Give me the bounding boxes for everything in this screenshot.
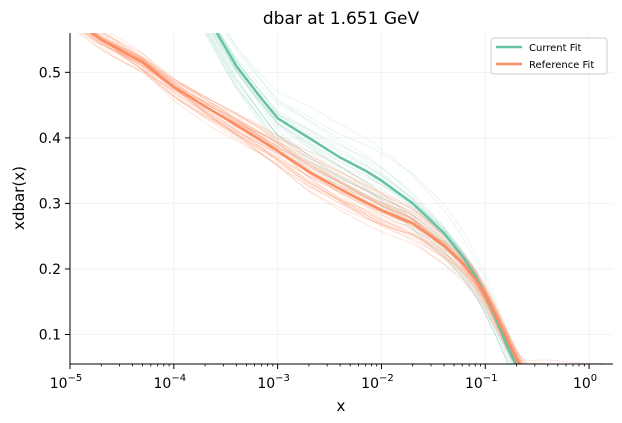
grid — [69, 33, 613, 364]
replica-line — [89, 33, 519, 364]
replica-line — [81, 33, 531, 364]
replica-line — [211, 33, 509, 364]
replica-line — [94, 33, 525, 364]
y-ticks: 0.1 0.2 0.3 0.4 0.5 — [39, 65, 70, 344]
y-tick-label: 0.4 — [39, 131, 61, 147]
replica-line — [85, 33, 519, 364]
replica-line — [207, 33, 512, 364]
y-tick-label: 0.3 — [39, 196, 61, 212]
replica-line — [210, 33, 515, 364]
replica-line — [212, 33, 516, 364]
x-tick-label: 10−3 — [257, 373, 290, 392]
legend: Current Fit Reference Fit — [490, 37, 608, 75]
replica-line — [205, 33, 510, 364]
replica-line — [80, 33, 555, 364]
legend-label-reference: Reference Fit — [529, 60, 594, 71]
x-tick-label: 100 — [573, 373, 597, 392]
replica-line — [108, 33, 588, 364]
replica-line — [92, 33, 525, 364]
x-tick-label: 10−1 — [465, 373, 498, 392]
replica-line — [94, 33, 605, 364]
replica-line — [218, 33, 519, 364]
replica-line — [224, 33, 515, 364]
x-axis-label: x — [337, 397, 346, 415]
replica-line — [227, 33, 522, 364]
x-tick-label: 10−4 — [154, 373, 187, 392]
legend-label-current: Current Fit — [529, 43, 582, 54]
x-tick-label: 10−2 — [361, 373, 394, 392]
replica-line — [204, 33, 515, 364]
y-tick-label: 0.5 — [39, 65, 61, 81]
x-ticks: 10−5 10−4 10−3 10−2 10−1 100 — [50, 364, 597, 392]
replica-line — [212, 33, 514, 364]
replica-line — [215, 33, 516, 364]
replica-line — [93, 33, 526, 364]
replica-line — [91, 33, 516, 364]
replica-line — [84, 33, 532, 364]
replica-line — [219, 33, 516, 364]
y-tick-label: 0.2 — [39, 262, 61, 278]
chart-title: dbar at 1.651 GeV — [263, 9, 420, 29]
replica-line — [211, 33, 510, 364]
replica-line — [208, 33, 509, 364]
replica-line — [213, 33, 514, 364]
replica-line — [92, 33, 523, 364]
series-line-1 — [89, 33, 522, 364]
y-tick-label: 0.1 — [39, 328, 61, 344]
y-axis-label: xdbar(x) — [10, 166, 28, 230]
series-line-0 — [215, 33, 518, 364]
series-lines — [89, 33, 522, 364]
x-tick-label: 10−5 — [50, 373, 83, 392]
replica-line — [213, 33, 516, 364]
replica-line — [91, 33, 525, 364]
replica-line — [86, 33, 516, 364]
replica-line — [208, 33, 512, 364]
